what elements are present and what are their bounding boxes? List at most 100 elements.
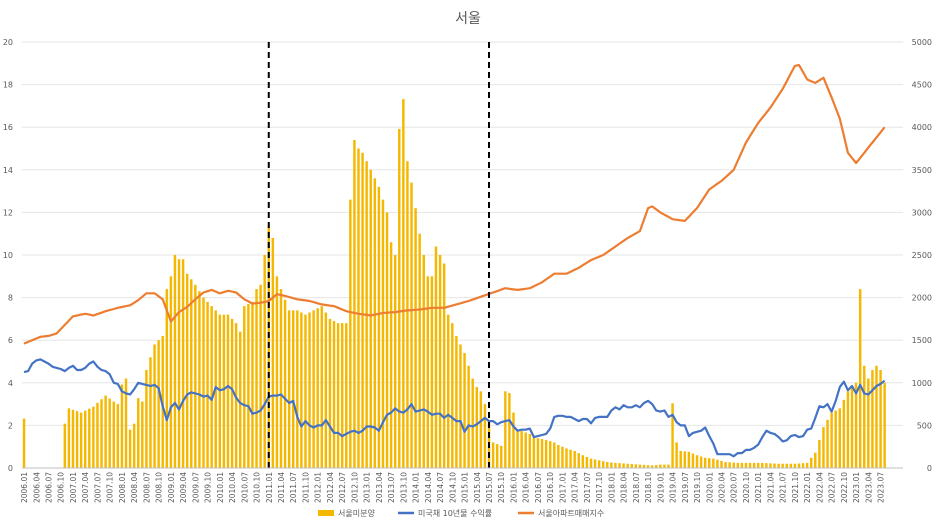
x-tick-label: 2015.07 <box>485 472 494 503</box>
unsold-bar <box>459 344 462 468</box>
unsold-bar <box>557 444 560 468</box>
x-tick-label: 2014.04 <box>424 472 433 503</box>
unsold-bar <box>22 418 26 468</box>
y-right-tick-label: 4500 <box>912 81 932 90</box>
x-tick-label: 2014.10 <box>448 472 457 503</box>
unsold-bar <box>810 457 813 468</box>
unsold-bar <box>491 442 495 468</box>
unsold-bar <box>867 378 870 468</box>
x-tick-label: 2007.01 <box>69 472 78 503</box>
x-tick-label: 2008.04 <box>130 472 139 503</box>
unsold-bar <box>238 331 242 468</box>
unsold-bar <box>761 462 764 468</box>
unsold-bar <box>508 393 511 468</box>
unsold-bar <box>655 465 658 468</box>
unsold-bar <box>336 323 340 468</box>
unsold-bar <box>638 464 642 468</box>
unsold-bar <box>846 391 850 468</box>
unsold-bar <box>373 178 377 468</box>
seoul-apt-index-line <box>23 63 886 345</box>
unsold-bar <box>520 431 523 468</box>
unsold-bar <box>703 457 707 468</box>
unsold-bar <box>801 463 805 468</box>
unsold-bar <box>875 365 878 468</box>
unsold-bar <box>83 410 87 468</box>
unsold-bar <box>128 429 132 468</box>
unsold-bar <box>630 464 633 468</box>
x-tick-label: 2022.04 <box>815 472 824 503</box>
unsold-bar <box>601 461 605 468</box>
unsold-bar <box>177 259 181 468</box>
unsold-bar <box>430 276 434 468</box>
unsold-bar <box>63 423 67 468</box>
unsold-bar <box>287 310 291 468</box>
x-tick-label: 2009.07 <box>191 472 200 503</box>
unsold-bar <box>854 382 858 468</box>
x-tick-label: 2010.10 <box>253 472 262 503</box>
unsold-bar <box>577 453 580 468</box>
unsold-bar <box>540 439 544 468</box>
x-tick-label: 2016.10 <box>546 472 555 503</box>
unsold-bar <box>226 314 230 468</box>
line-series-group <box>23 63 886 458</box>
unsold-bar <box>512 412 515 468</box>
unsold-bar <box>732 462 735 468</box>
unsold-bar <box>842 399 846 468</box>
unsold-bar <box>402 99 405 469</box>
unsold-bar <box>667 464 670 468</box>
dashed-markers <box>267 42 491 468</box>
x-tick-label: 2019.07 <box>681 472 690 503</box>
unsold-bar <box>683 451 687 468</box>
unsold-bar <box>883 382 886 468</box>
unsold-bar <box>838 408 842 468</box>
unsold-bar <box>712 458 715 468</box>
x-tick-label: 2008.01 <box>118 472 127 503</box>
y-right-tick-label: 3500 <box>912 166 932 175</box>
x-tick-label: 2012.01 <box>314 472 323 503</box>
x-tick-label: 2013.07 <box>387 472 396 503</box>
unsold-bar <box>720 460 723 468</box>
unsold-bar <box>210 306 213 468</box>
unsold-bar <box>304 314 307 468</box>
unsold-bar <box>830 412 833 468</box>
unsold-bar <box>471 378 474 468</box>
unsold-bar <box>532 436 536 468</box>
unsold-bar <box>610 462 613 468</box>
unsold-bar <box>96 402 99 468</box>
unsold-bar <box>544 439 548 468</box>
unsold-bar <box>312 310 315 468</box>
unsold-bar <box>255 289 258 468</box>
unsold-bar <box>691 453 695 468</box>
unsold-bar <box>349 199 352 468</box>
unsold-bar <box>75 411 79 468</box>
unsold-bar <box>173 255 177 468</box>
x-tick-label: 2018.07 <box>632 472 641 503</box>
unsold-bar <box>88 408 91 468</box>
x-tick-label: 2011.07 <box>289 472 298 503</box>
x-tick-label: 2010.01 <box>216 472 225 503</box>
unsold-bar <box>553 442 556 468</box>
unsold-bar <box>308 312 311 468</box>
unsold-bar <box>340 323 344 468</box>
unsold-bar <box>393 255 397 468</box>
unsold-bar <box>483 404 487 468</box>
unsold-bar <box>565 448 568 468</box>
unsold-bar <box>389 242 393 468</box>
unsold-bar <box>708 458 711 468</box>
y-left-tick-label: 18 <box>3 81 13 90</box>
unsold-bar <box>455 335 458 468</box>
x-tick-label: 2022.01 <box>803 472 812 503</box>
x-tick-label: 2015.01 <box>461 472 470 503</box>
x-tick-label: 2018.04 <box>620 472 629 503</box>
unsold-bar <box>361 152 364 468</box>
unsold-bar <box>871 370 874 468</box>
x-tick-label: 2021.01 <box>754 472 763 503</box>
unsold-bar <box>447 314 450 468</box>
legend-swatch-bar <box>318 510 334 516</box>
unsold-bar <box>398 128 401 469</box>
x-tick-label: 2023.07 <box>877 472 886 503</box>
x-tick-label: 2019.04 <box>669 472 678 503</box>
unsold-bar <box>316 308 319 468</box>
unsold-bar <box>765 463 768 468</box>
unsold-bar <box>634 464 638 468</box>
